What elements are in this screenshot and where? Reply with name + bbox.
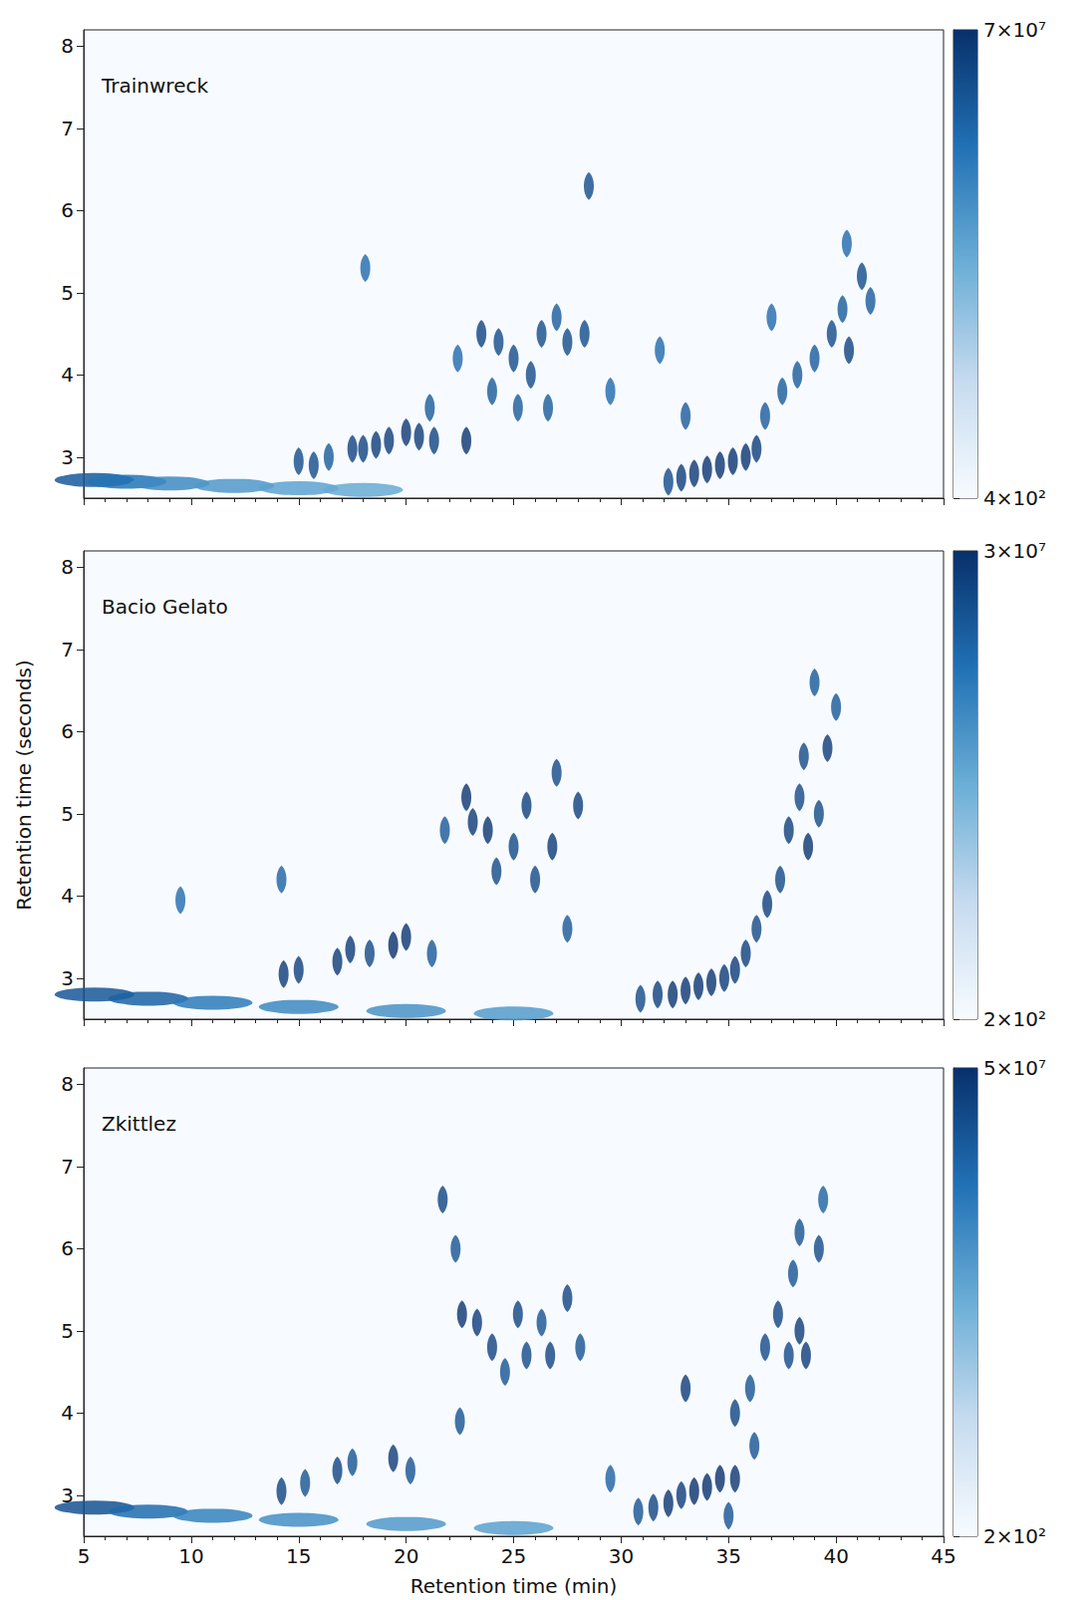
svg-text:Zkittlez: Zkittlez <box>101 1111 177 1136</box>
svg-text:3: 3 <box>61 1483 74 1508</box>
svg-text:4: 4 <box>60 362 74 387</box>
svg-text:5: 5 <box>77 1544 91 1569</box>
svg-text:4: 4 <box>60 1400 74 1425</box>
svg-text:7: 7 <box>60 116 74 141</box>
svg-text:Retention time (min): Retention time (min) <box>410 1574 618 1599</box>
svg-text:10: 10 <box>178 1544 204 1569</box>
svg-text:7: 7 <box>60 1154 74 1179</box>
svg-text:40: 40 <box>822 1544 848 1569</box>
svg-text:5: 5 <box>60 802 74 826</box>
svg-text:5: 5 <box>60 280 74 305</box>
svg-text:30: 30 <box>608 1544 634 1569</box>
svg-text:2×10²: 2×10² <box>983 1524 1047 1549</box>
svg-text:8: 8 <box>60 1072 74 1096</box>
svg-text:3: 3 <box>60 966 74 991</box>
svg-text:Trainwreck: Trainwreck <box>100 73 209 98</box>
svg-text:6: 6 <box>60 719 74 744</box>
svg-text:20: 20 <box>393 1544 419 1569</box>
svg-text:5×10⁷: 5×10⁷ <box>983 1056 1047 1081</box>
svg-text:45: 45 <box>930 1544 956 1569</box>
svg-text:4×10²: 4×10² <box>983 486 1047 511</box>
svg-text:Retention time (seconds): Retention time (seconds) <box>11 659 36 911</box>
svg-text:6: 6 <box>60 198 74 223</box>
svg-text:3×10⁷: 3×10⁷ <box>983 539 1047 563</box>
svg-text:8: 8 <box>60 554 74 579</box>
svg-text:5: 5 <box>60 1319 74 1344</box>
svg-text:15: 15 <box>285 1544 311 1569</box>
svg-text:2×10²: 2×10² <box>983 1007 1047 1032</box>
svg-text:7: 7 <box>60 637 74 662</box>
svg-text:4: 4 <box>60 883 74 908</box>
svg-text:8: 8 <box>60 33 74 58</box>
svg-text:35: 35 <box>716 1544 742 1569</box>
svg-text:7×10⁷: 7×10⁷ <box>983 17 1047 42</box>
svg-text:25: 25 <box>501 1544 527 1569</box>
svg-text:3: 3 <box>60 445 74 470</box>
svg-text:6: 6 <box>60 1236 74 1261</box>
svg-text:Bacio Gelato: Bacio Gelato <box>101 594 229 619</box>
